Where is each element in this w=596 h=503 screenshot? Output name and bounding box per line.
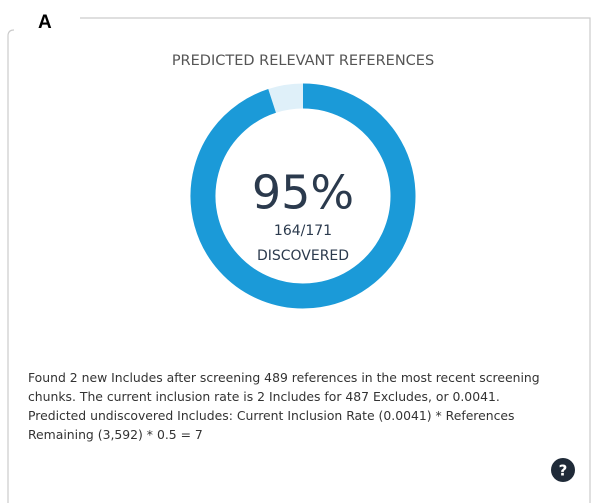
donut-segment [268, 83, 304, 113]
description-text: Found 2 new Includes after screening 489… [28, 370, 540, 404]
center-value: 95% [252, 166, 354, 220]
chart-title: PREDICTED RELEVANT REFERENCES [172, 53, 434, 69]
help-icon[interactable]: ? [559, 462, 568, 480]
center-caption: DISCOVERED [257, 248, 349, 264]
center-count: 164/171 [274, 223, 332, 239]
donut-segment [190, 83, 416, 309]
panel-label: A [38, 12, 52, 33]
description: Found 2 new Includes after screening 489… [28, 368, 576, 444]
description-text: Predicted undiscovered Includes: Current… [28, 408, 515, 442]
help-button[interactable] [551, 458, 575, 482]
card-border [7, 17, 591, 503]
